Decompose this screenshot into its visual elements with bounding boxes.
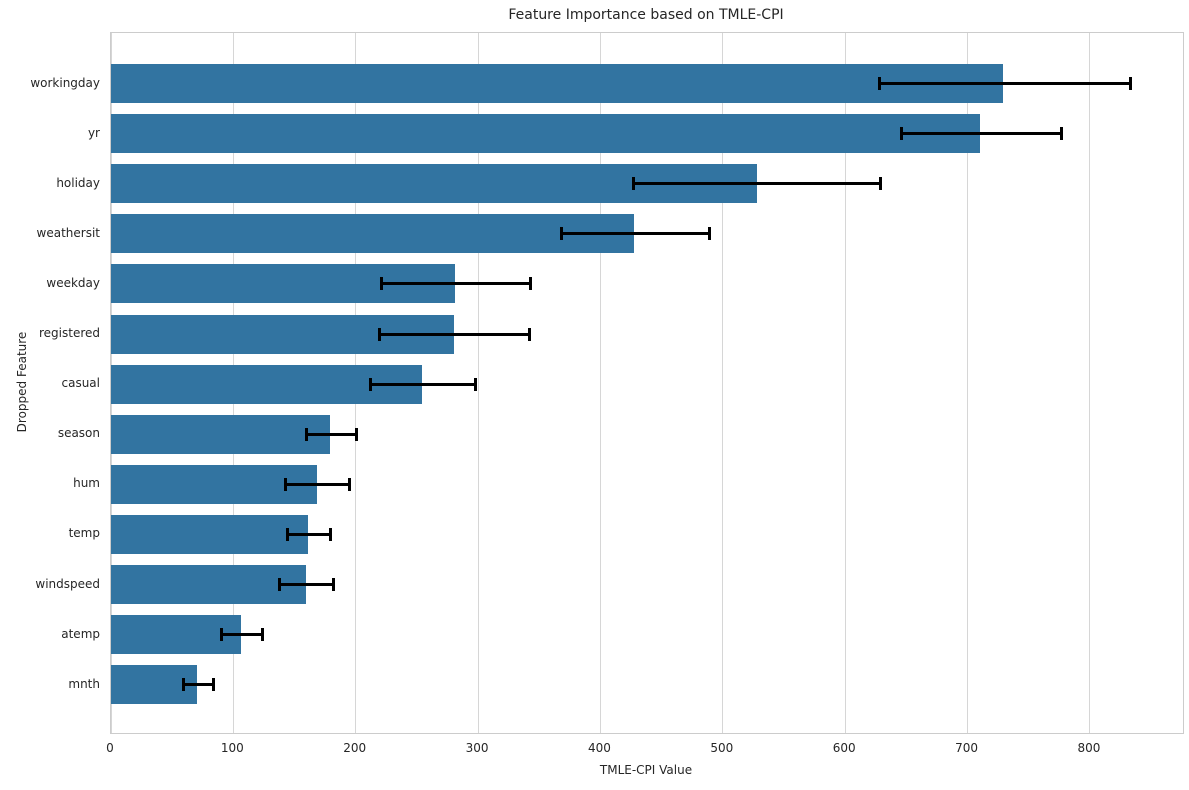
- errorbar-line-temp: [287, 532, 331, 536]
- errorbar-cap-high-weekday: [529, 277, 533, 291]
- x-tick-label-600: 600: [832, 741, 856, 755]
- bar-yr: [111, 114, 980, 154]
- errorbar-line-yr: [901, 132, 1062, 136]
- errorbar-line-registered: [379, 332, 530, 336]
- bar-hum: [111, 464, 317, 504]
- errorbar-cap-high-atemp: [261, 628, 265, 642]
- errorbar-line-holiday: [633, 182, 881, 186]
- y-tick-label-hum: hum: [73, 476, 100, 491]
- bar-temp: [111, 514, 309, 554]
- y-tick-label-weathersit: weathersit: [36, 225, 100, 240]
- errorbar-line-windspeed: [279, 583, 334, 586]
- y-tick-label-temp: temp: [68, 526, 100, 541]
- bar-atemp: [111, 615, 241, 655]
- chart-title: Feature Importance based on TMLE-CPI: [508, 7, 784, 23]
- y-tick-label-season: season: [57, 426, 100, 441]
- errorbar-cap-high-holiday: [879, 177, 883, 191]
- bar-season: [111, 414, 331, 454]
- x-tick-label-700: 700: [955, 741, 979, 755]
- errorbar-cap-high-yr: [1060, 127, 1064, 141]
- y-tick-label-yr: yr: [87, 125, 100, 140]
- errorbar-cap-low-registered: [377, 327, 381, 341]
- errorbar-cap-low-atemp: [219, 628, 223, 642]
- x-tick-label-400: 400: [588, 741, 611, 755]
- errorbar-line-workingday: [879, 82, 1131, 85]
- gridline-x-400: [599, 33, 601, 733]
- y-tick-label-registered: registered: [38, 326, 100, 340]
- errorbar-cap-low-weathersit: [559, 227, 563, 241]
- errorbar-cap-low-temp: [285, 527, 289, 541]
- errorbar-line-atemp: [221, 633, 263, 637]
- y-tick-label-atemp: atemp: [61, 626, 100, 641]
- y-tick-label-casual: casual: [61, 376, 101, 391]
- gridline-x-500: [722, 33, 724, 733]
- x-tick-label-300: 300: [465, 741, 489, 755]
- errorbar-cap-high-weathersit: [707, 227, 711, 241]
- y-tick-label-mnth: mnth: [68, 676, 100, 691]
- errorbar-cap-high-mnth: [212, 678, 216, 692]
- errorbar-cap-low-weekday: [379, 277, 383, 291]
- bar-workingday: [111, 64, 1004, 103]
- errorbar-cap-low-holiday: [632, 177, 636, 191]
- x-tick-label-100: 100: [220, 741, 244, 755]
- y-tick-label-workingday: workingday: [30, 75, 100, 90]
- errorbar-cap-high-workingday: [1128, 77, 1132, 90]
- errorbar-cap-high-casual: [474, 377, 478, 391]
- errorbar-cap-high-registered: [528, 327, 532, 341]
- x-tick-label-800: 800: [1077, 741, 1101, 755]
- errorbar-cap-high-temp: [328, 527, 332, 541]
- errorbar-cap-low-mnth: [181, 678, 185, 692]
- y-tick-label-weekday: weekday: [46, 275, 100, 290]
- errorbar-line-mnth: [183, 683, 214, 687]
- errorbar-cap-high-season: [355, 427, 359, 441]
- errorbar-cap-low-season: [305, 427, 309, 441]
- gridline-x-700: [967, 33, 969, 733]
- x-tick-label-500: 500: [710, 741, 734, 755]
- y-tick-label-windspeed: windspeed: [35, 576, 100, 591]
- errorbar-line-season: [306, 432, 357, 436]
- bar-weathersit: [111, 214, 634, 254]
- plot-area: [110, 32, 1184, 734]
- x-tick-label-200: 200: [343, 741, 367, 755]
- y-axis-label: Dropped Feature: [15, 331, 29, 433]
- gridline-x-800: [1089, 33, 1091, 733]
- errorbar-line-hum: [285, 482, 350, 486]
- errorbar-cap-low-casual: [368, 377, 372, 391]
- errorbar-cap-low-workingday: [878, 77, 881, 90]
- x-axis-label: TMLE-CPI Value: [599, 763, 693, 777]
- errorbar-cap-low-yr: [900, 127, 904, 141]
- y-tick-label-holiday: holiday: [56, 175, 100, 190]
- bar-windspeed: [111, 565, 306, 604]
- errorbar-line-casual: [370, 382, 476, 386]
- gridline-x-300: [477, 33, 479, 733]
- gridline-x-600: [844, 33, 846, 733]
- errorbar-line-weekday: [381, 282, 531, 286]
- x-tick-label-0: 0: [106, 741, 114, 755]
- errorbar-cap-high-hum: [348, 477, 352, 491]
- errorbar-cap-high-windspeed: [332, 578, 336, 591]
- errorbar-line-weathersit: [561, 232, 710, 236]
- errorbar-cap-low-hum: [284, 477, 288, 491]
- errorbar-cap-low-windspeed: [278, 578, 282, 591]
